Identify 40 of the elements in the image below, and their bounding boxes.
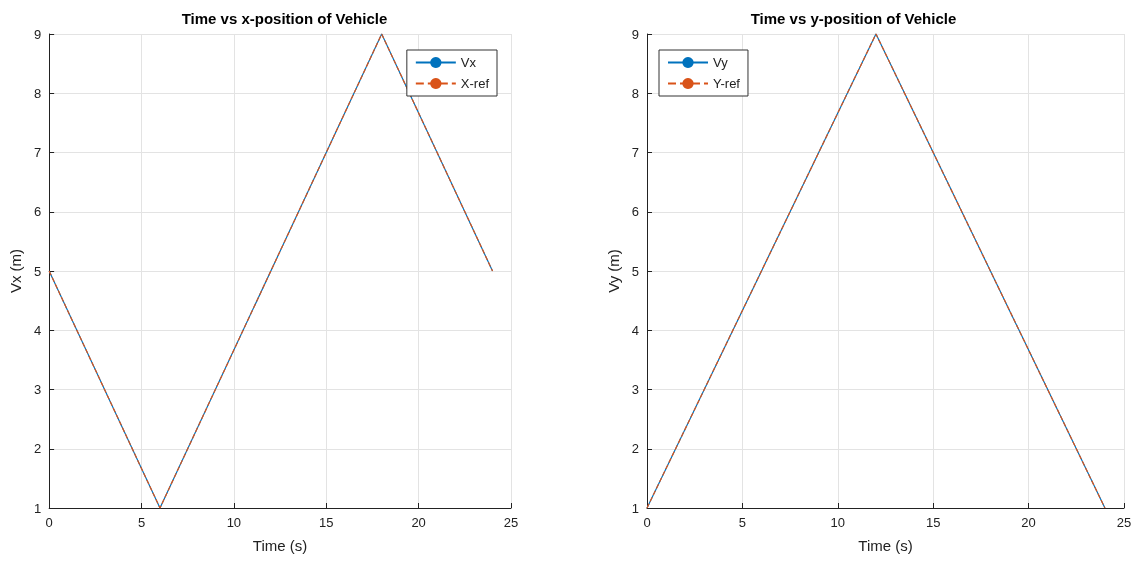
y-tick-label: 8	[631, 85, 639, 101]
y-tick-label: 4	[631, 322, 639, 338]
y-tick-label: 5	[631, 263, 639, 279]
y-tick-label: 1	[33, 500, 42, 516]
x-tick-label: 25	[503, 515, 519, 530]
x-axis-title: Time (s)	[858, 537, 913, 554]
y-tick-label: 3	[631, 382, 639, 397]
x-tick-label: 15	[925, 515, 941, 530]
y-tick-label: 1	[631, 500, 639, 516]
y-tick-label: 3	[33, 382, 42, 397]
y-tick-label: 7	[33, 145, 42, 160]
x-tick-label: 20	[1021, 515, 1036, 530]
legend-label: Vy	[713, 55, 729, 70]
y-tick-label: 4	[33, 322, 42, 338]
legend-label: Vx	[460, 55, 477, 70]
legend-label: X-ref	[460, 76, 490, 91]
chart-title: Time vs y-position of Vehicle	[750, 10, 957, 27]
y-tick-label: 6	[631, 204, 639, 220]
y-axis-title: Vy (m)	[604, 249, 622, 293]
legend-label: Y-ref	[713, 76, 741, 91]
y-tick-label: 2	[631, 441, 639, 457]
x-tick-label: 5	[137, 515, 146, 530]
x-tick-label: 0	[45, 515, 53, 530]
y-axis-title: Vx (m)	[7, 248, 24, 294]
x-tick-label: 15	[319, 515, 334, 530]
x-tick-label: 10	[830, 515, 846, 530]
x-tick-label: 0	[643, 515, 651, 530]
x-tick-label: 25	[1116, 515, 1132, 530]
y-tick-label: 7	[631, 145, 639, 160]
x-tick-label: 10	[226, 515, 242, 530]
x-tick-label: 5	[738, 515, 747, 530]
y-tick-label: 9	[33, 26, 42, 42]
chart-title: Time vs x-position of Vehicle	[181, 10, 388, 27]
x-axis-title: Time (s)	[252, 537, 308, 554]
y-tick-label: 8	[33, 85, 42, 101]
y-tick-label: 2	[33, 441, 42, 457]
y-tick-label: 5	[33, 263, 42, 279]
x-tick-label: 20	[411, 515, 426, 530]
y-tick-label: 9	[631, 26, 639, 42]
y-tick-label: 6	[33, 204, 42, 220]
